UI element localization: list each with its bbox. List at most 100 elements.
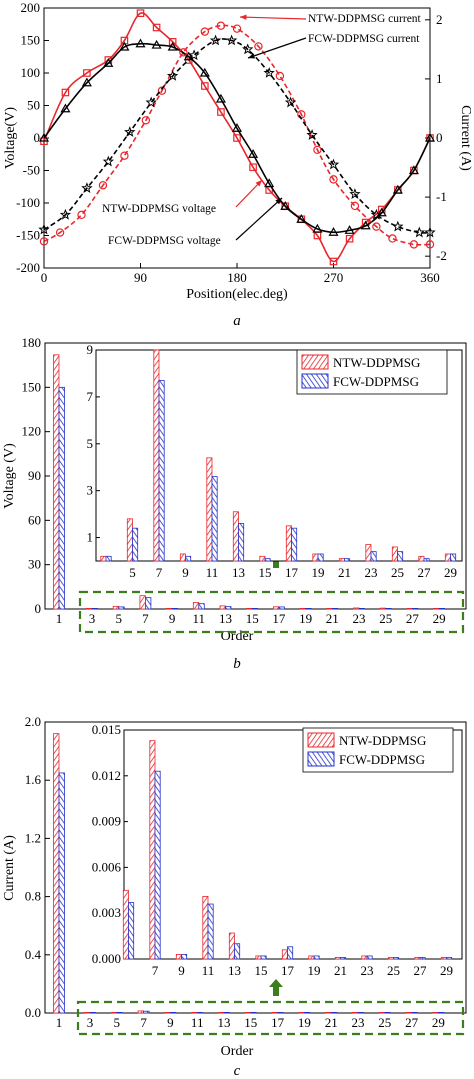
c-inset-bar-ntw-11: [202, 896, 209, 960]
a-series-marker-2: [313, 145, 322, 155]
b-xtick-label: 13: [219, 611, 232, 626]
c-inset-xtick-label: 15: [255, 963, 268, 978]
c-bar-ntw-3: [84, 1012, 91, 1014]
a-series-marker-1: [135, 38, 146, 48]
a-series-marker-1: [328, 227, 339, 236]
c-inset-bar-fcw-21: [340, 957, 347, 960]
a-series-marker-2: [120, 151, 129, 160]
c-xtick-label: 9: [167, 1015, 174, 1030]
c-inset-bar-fcw-17: [287, 946, 294, 960]
c-bar-fcw-1: [58, 772, 65, 1014]
b-xtick-label: 15: [246, 611, 259, 626]
a-series-marker-0: [201, 82, 209, 90]
b-inset-xtick-label: 27: [418, 565, 432, 580]
b-inset-bar-fcw-13: [238, 523, 245, 562]
c-xtick-label: 7: [140, 1015, 147, 1030]
b-inset-ytick-label: 9: [87, 342, 94, 357]
a-arrow-ntw-current-head: [240, 14, 247, 20]
b-ytick-label: 150: [22, 379, 42, 394]
b-bar-ntw-1: [53, 354, 60, 610]
b-inset-bar-fcw-15: [264, 558, 271, 562]
a-series-marker-2: [98, 181, 108, 190]
a-xtick-label: 270: [324, 270, 344, 285]
c-bar-fcw-23: [357, 1012, 364, 1014]
b-ytick-label: 180: [22, 335, 42, 350]
b-bar-fcw-11: [198, 603, 205, 610]
b-ytick-label: 60: [28, 512, 41, 527]
a-series-marker-2: [216, 21, 226, 30]
b-inset-bar-ntw-5: [126, 518, 133, 562]
a-series-marker-1: [60, 103, 71, 113]
a-series-marker-0: [329, 257, 338, 266]
a-arrow-fcw-voltage: [235, 197, 283, 241]
b-bar-fcw-3: [91, 608, 98, 610]
b-legend-label-1: FCW-DDPMSG: [333, 374, 419, 389]
c-xtick-label: 15: [244, 1015, 257, 1030]
c-ytick-label: 1.2: [25, 830, 41, 845]
a-series-marker-3: [209, 34, 222, 46]
b-xtick-label: 5: [115, 611, 122, 626]
b-inset-bar-fcw-29: [450, 553, 457, 562]
c-bar-ntw-9: [164, 1012, 171, 1014]
a-series-marker-1: [408, 165, 419, 175]
c-bar-fcw-9: [169, 1012, 177, 1014]
b-bar-fcw-7: [144, 597, 152, 610]
c-bar-ntw-27: [405, 1012, 413, 1014]
a-series-marker-2: [157, 86, 167, 95]
b-inset-bar-ntw-7: [153, 349, 160, 562]
a-series-marker-2: [425, 240, 435, 249]
a-series-marker-2: [275, 71, 285, 81]
a-series-line-0: [43, 12, 431, 263]
c-inset-ytick-label: 0.012: [92, 768, 121, 783]
b-inset-xtick-label: 11: [206, 565, 219, 580]
b-bar-ntw-27: [406, 608, 413, 610]
c-inset-bar-ntw-27: [414, 957, 421, 960]
a-ytick-label: -150: [16, 228, 40, 243]
b-xtick-label: 27: [406, 611, 420, 626]
b-bar-fcw-25: [385, 608, 392, 610]
c-bar-fcw-27: [411, 1012, 418, 1014]
a-series-marker-3: [38, 223, 50, 235]
c-inset-bar-fcw-29: [446, 957, 453, 960]
b-bar-ntw-3: [86, 608, 93, 610]
b-xtick-label: 7: [142, 611, 149, 626]
c-ytick-label: 0.4: [25, 947, 42, 962]
b-inset-xtick-label: 21: [338, 565, 351, 580]
c-bar-ntw-23: [352, 1012, 359, 1014]
c-inset-xtick-label: 23: [361, 963, 374, 978]
a-series-marker-0: [217, 108, 225, 116]
a-series-marker-1: [215, 93, 226, 103]
b-inset-bar-fcw-17: [291, 527, 298, 562]
c-bar-ntw-21: [325, 1012, 332, 1014]
a-series-marker-1: [392, 184, 403, 194]
c-ytick-label: 0.8: [25, 889, 41, 904]
b-inset-ytick-label: 3: [87, 483, 94, 498]
c-inset-bar-ntw-23: [361, 955, 368, 960]
b-inset-bar-ntw-11: [206, 457, 213, 562]
b-inset-bar-ntw-9: [179, 553, 186, 562]
b-bar-ntw-15: [246, 608, 253, 610]
a-xtick-label: 0: [41, 270, 48, 285]
c-bar-ntw-17: [271, 1012, 279, 1014]
a-arrow-fcw-current-head: [248, 53, 255, 59]
c-bar-fcw-21: [330, 1012, 338, 1014]
a-series-marker-3: [392, 220, 404, 232]
a-series-marker-3: [102, 155, 114, 167]
b-legend-label-0: NTW-DDPMSG: [333, 355, 420, 370]
c-bar-ntw-7: [137, 1010, 145, 1014]
a-series-marker-3: [327, 158, 340, 170]
a-y2tick-label: -1: [436, 189, 447, 204]
c-inset-bar-fcw-13: [234, 943, 241, 960]
c-bar-fcw-11: [196, 1012, 204, 1014]
c-legend-label-1: FCW-DDPMSG: [339, 752, 425, 767]
a-arrow-fcw-voltage-head: [275, 198, 282, 205]
b-ytick-label: 120: [22, 424, 42, 439]
c-inset-xtick-label: 21: [334, 963, 347, 978]
a-series-marker-3: [242, 43, 254, 55]
b-inset-xtick-label: 15: [259, 565, 272, 580]
c-xtick-label: 5: [114, 1015, 121, 1030]
b-inset-xtick-label: 29: [444, 565, 457, 580]
a-y2tick-label: -2: [436, 248, 447, 263]
a-ytick-label: -200: [16, 260, 40, 275]
a-series-marker-2: [39, 237, 49, 246]
